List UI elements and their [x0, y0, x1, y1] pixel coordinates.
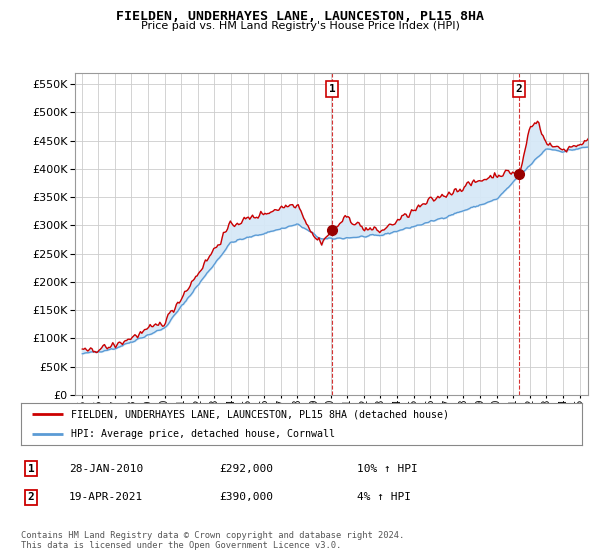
Text: FIELDEN, UNDERHAYES LANE, LAUNCESTON, PL15 8HA (detached house): FIELDEN, UNDERHAYES LANE, LAUNCESTON, PL… — [71, 409, 449, 419]
Text: £292,000: £292,000 — [219, 464, 273, 474]
Text: 19-APR-2021: 19-APR-2021 — [69, 492, 143, 502]
Text: 4% ↑ HPI: 4% ↑ HPI — [357, 492, 411, 502]
Text: £390,000: £390,000 — [219, 492, 273, 502]
Text: Contains HM Land Registry data © Crown copyright and database right 2024.
This d: Contains HM Land Registry data © Crown c… — [21, 531, 404, 550]
Text: 10% ↑ HPI: 10% ↑ HPI — [357, 464, 418, 474]
Text: 2: 2 — [28, 492, 35, 502]
Text: Price paid vs. HM Land Registry's House Price Index (HPI): Price paid vs. HM Land Registry's House … — [140, 21, 460, 31]
Text: 1: 1 — [28, 464, 35, 474]
Text: 28-JAN-2010: 28-JAN-2010 — [69, 464, 143, 474]
Text: 1: 1 — [329, 84, 335, 94]
Text: 2: 2 — [515, 84, 522, 94]
Text: FIELDEN, UNDERHAYES LANE, LAUNCESTON, PL15 8HA: FIELDEN, UNDERHAYES LANE, LAUNCESTON, PL… — [116, 10, 484, 22]
Text: HPI: Average price, detached house, Cornwall: HPI: Average price, detached house, Corn… — [71, 429, 335, 438]
